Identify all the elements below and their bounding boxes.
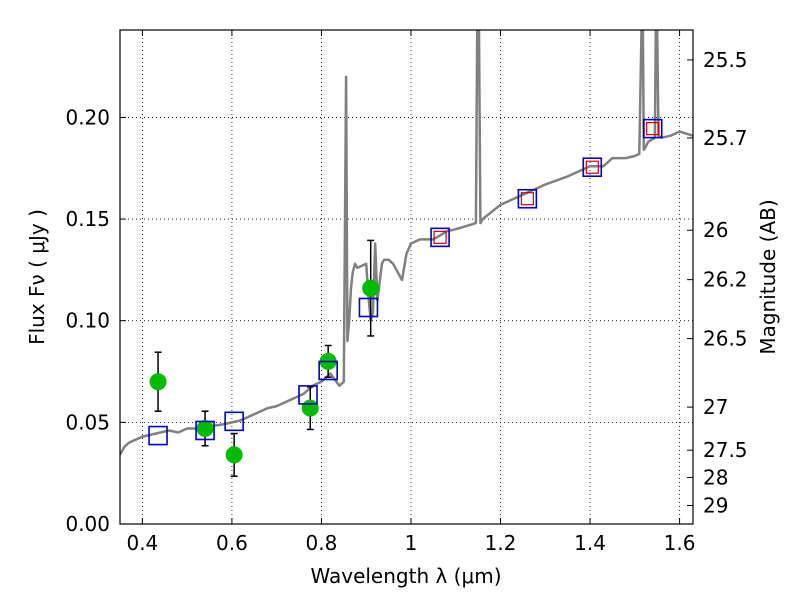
nir-point [433,230,447,244]
model-point [298,385,318,405]
nir-point [646,121,660,136]
magnitude-tick-label: 28 [703,465,728,489]
model-point [195,420,215,441]
x-tick-label: 1.2 [485,531,517,555]
observed-point [196,419,214,437]
magnitude-tick-label: 25.7 [703,126,748,150]
model-point [224,411,244,432]
y-tick-label: 0.10 [65,309,110,333]
observed-point [149,373,167,391]
magnitude-tick-labels: 25.5 25.7 26 26.2 26.5 27 27.5 28 29 [703,48,748,518]
magnitude-tick-label: 29 [703,494,728,518]
model-point [148,425,168,446]
nir-point [585,160,599,174]
x-tick-label: 1.4 [574,531,606,555]
spectrum-layer [120,30,693,456]
y-tick-label: 0.20 [65,105,110,129]
model-point [517,188,538,209]
x-tick-label: 0.8 [306,531,338,555]
observed-point [301,399,319,417]
x-tick-label: 1.6 [664,531,696,555]
y-tick-label: 0.00 [65,512,110,536]
spectrum-line [120,30,693,456]
nir-point [520,192,534,206]
observed-point [225,446,243,464]
magnitude-tick-label: 25.5 [703,48,748,72]
axis-ticks [120,30,693,525]
magnitude-tick-label: 26.2 [703,268,748,292]
plot-frame [119,29,694,525]
x-tick-label: 0.6 [216,531,248,555]
model-point [430,227,450,248]
model-point [318,360,338,381]
observed-points [149,279,380,464]
x-tick-labels: 0.4 0.6 0.8 1 1.2 1.4 1.6 [126,531,695,555]
y2-axis-label: Magnitude (AB) [756,199,780,354]
y-tick-label: 0.15 [65,207,110,231]
model-point [642,118,663,139]
magnitude-tick-label: 27 [703,395,728,419]
x-tick-label: 1 [405,531,418,555]
observed-point [362,279,380,297]
model-points [148,118,663,446]
y-axis-label: Flux Fν ( μJy ) [25,209,49,345]
magnitude-tick-label: 26.5 [703,327,748,351]
x-tick-label: 0.4 [126,531,158,555]
y-tick-label: 0.05 [65,410,110,434]
magnitude-tick-label: 27.5 [703,438,748,462]
model-point [582,157,603,178]
y-tick-labels: 0.00 0.05 0.10 0.15 0.20 [65,105,110,536]
model-point [358,297,379,318]
magnitude-tick-label: 26 [703,218,728,242]
x-axis-label: Wavelength λ (μm) [310,564,501,588]
nir-points [433,121,660,244]
